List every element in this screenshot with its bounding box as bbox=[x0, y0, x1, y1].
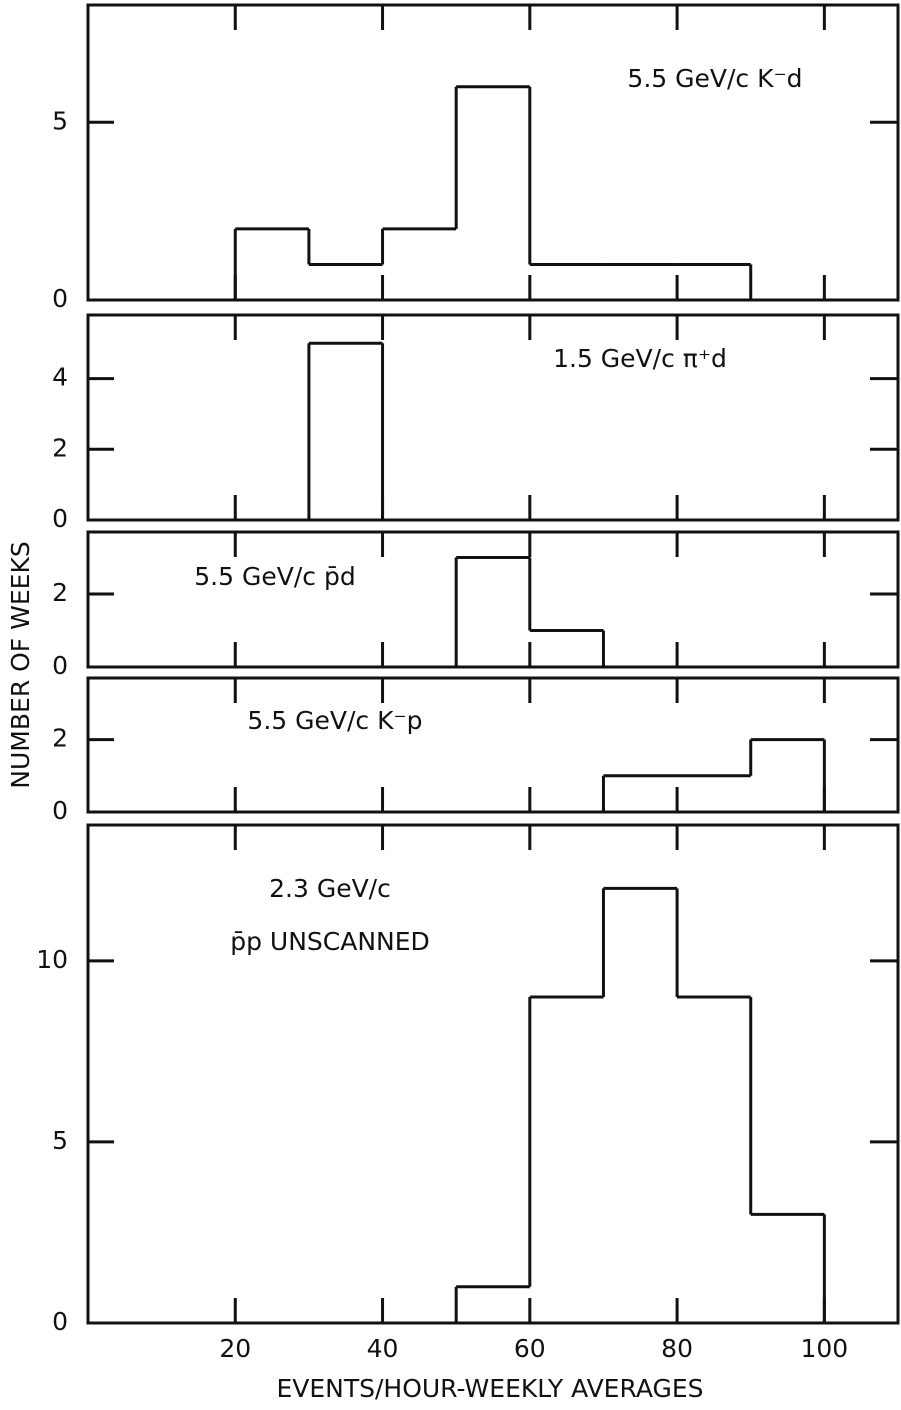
panel-label: 1.5 GeV/c π⁺d bbox=[553, 344, 727, 373]
panel-label: 5.5 GeV/c p̄d bbox=[194, 562, 355, 591]
panel-label: 5.5 GeV/c K⁻p bbox=[247, 706, 422, 735]
x-tick-label: 40 bbox=[367, 1334, 399, 1363]
y-tick-label: 0 bbox=[52, 651, 68, 680]
y-tick-label: 2 bbox=[52, 724, 68, 753]
panel-frame bbox=[86, 823, 900, 1325]
y-tick-label: 10 bbox=[36, 945, 68, 974]
x-tick-label: 20 bbox=[219, 1334, 251, 1363]
x-axis-label: EVENTS/HOUR-WEEKLY AVERAGES bbox=[276, 1374, 703, 1403]
y-tick-label: 2 bbox=[52, 578, 68, 607]
x-tick-label: 100 bbox=[801, 1334, 849, 1363]
panel-frame bbox=[86, 530, 900, 669]
panel-frame bbox=[86, 676, 900, 814]
y-tick-label: 0 bbox=[52, 796, 68, 825]
y-tick-label: 0 bbox=[52, 1307, 68, 1336]
panel-label: 5.5 GeV/c K⁻d bbox=[627, 64, 802, 93]
panel-label: p̄p UNSCANNED bbox=[230, 927, 430, 956]
x-tick-label: 80 bbox=[661, 1334, 693, 1363]
y-tick-label: 2 bbox=[52, 433, 68, 462]
y-tick-label: 0 bbox=[52, 284, 68, 313]
panel-frame bbox=[86, 313, 900, 522]
y-tick-label: 5 bbox=[52, 1126, 68, 1155]
panel-label: 2.3 GeV/c bbox=[269, 874, 391, 903]
y-tick-label: 0 bbox=[52, 504, 68, 533]
x-tick-label: 60 bbox=[514, 1334, 546, 1363]
y-tick-label: 5 bbox=[52, 106, 68, 135]
y-axis-label: NUMBER OF WEEKS bbox=[6, 541, 35, 788]
y-tick-label: 4 bbox=[52, 363, 68, 392]
panel-frame bbox=[86, 3, 900, 302]
